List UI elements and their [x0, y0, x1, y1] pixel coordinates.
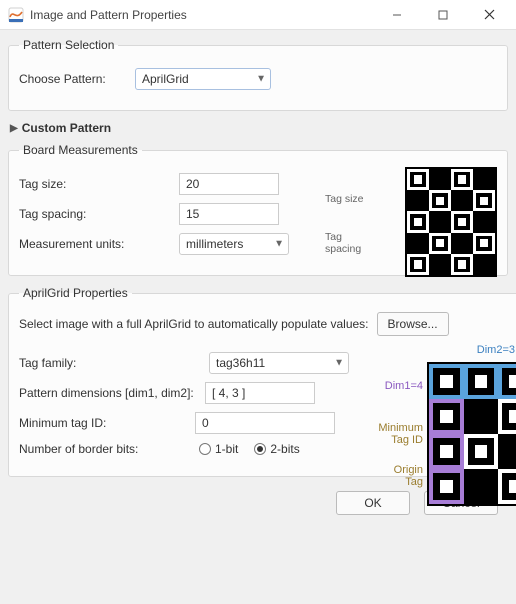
- browse-button[interactable]: Browse...: [377, 312, 449, 336]
- pattern-dims-label: Pattern dimensions [dim1, dim2]:: [19, 386, 199, 400]
- border-bits-1bit-label: 1-bit: [215, 442, 238, 456]
- chevron-down-icon: ▼: [274, 239, 284, 250]
- border-bits-label: Number of border bits:: [19, 442, 199, 456]
- tag-family-select[interactable]: tag36h11 ▼: [209, 352, 349, 374]
- board-measurements-legend: Board Measurements: [19, 143, 142, 157]
- annot-tag-size: Tag size: [325, 193, 364, 205]
- min-tag-id-value: 0: [202, 416, 209, 430]
- dim1-label: Dim1=4: [385, 380, 423, 392]
- window-title: Image and Pattern Properties: [30, 8, 374, 22]
- tag-family-label: Tag family:: [19, 356, 199, 370]
- measurement-units-label: Measurement units:: [19, 237, 179, 251]
- border-bits-2bits-label: 2-bits: [270, 442, 299, 456]
- browse-label: Browse...: [388, 317, 438, 331]
- choose-pattern-select[interactable]: AprilGrid ▼: [135, 68, 271, 90]
- chevron-down-icon: ▼: [256, 74, 266, 85]
- title-bar: Image and Pattern Properties: [0, 0, 516, 30]
- maximize-icon: [438, 10, 448, 20]
- ok-label: OK: [364, 496, 381, 510]
- measurement-units-select[interactable]: millimeters ▼: [179, 233, 289, 255]
- app-icon: [8, 7, 24, 23]
- min-tag-id-input[interactable]: 0: [195, 412, 335, 434]
- ok-button[interactable]: OK: [336, 491, 410, 515]
- radio-selected-icon: [254, 443, 266, 455]
- pattern-selection-panel: Pattern Selection Choose Pattern: AprilG…: [8, 38, 508, 111]
- custom-pattern-header[interactable]: ▶ Custom Pattern: [10, 121, 508, 135]
- board-measurements-panel: Board Measurements Tag size: 20 Tag spac…: [8, 143, 508, 276]
- tag-spacing-label: Tag spacing:: [19, 207, 179, 221]
- border-bits-1bit[interactable]: 1-bit: [199, 442, 238, 456]
- annot-tag-spacing: Tag spacing: [325, 231, 369, 255]
- tag-size-value: 20: [186, 177, 199, 191]
- aprilgrid-illustration: Dim2=3 Dim1=4 Minimum Tag ID Origin Tag: [355, 344, 516, 464]
- aprilgrid-properties-legend: AprilGrid Properties: [19, 286, 132, 300]
- minimize-icon: [392, 10, 402, 20]
- tag-spacing-input[interactable]: 15: [179, 203, 279, 225]
- maximize-button[interactable]: [420, 0, 466, 30]
- board-illustration: Tag size Tag spacing: [325, 165, 497, 263]
- aprilgrid-properties-panel: AprilGrid Properties Select image with a…: [8, 286, 516, 477]
- board-preview: [405, 167, 497, 277]
- measurement-units-value: millimeters: [186, 237, 243, 251]
- dim2-label: Dim2=3: [477, 344, 515, 356]
- pattern-dims-input[interactable]: [ 4, 3 ]: [205, 382, 315, 404]
- close-button[interactable]: [466, 0, 512, 30]
- aprilgrid-preview: [427, 362, 516, 506]
- origin-tag-annot: Origin Tag: [383, 464, 423, 488]
- tag-family-value: tag36h11: [216, 356, 265, 370]
- choose-pattern-value: AprilGrid: [142, 72, 189, 86]
- custom-pattern-label: Custom Pattern: [22, 121, 111, 135]
- tag-size-label: Tag size:: [19, 177, 179, 191]
- tag-spacing-value: 15: [186, 207, 199, 221]
- pattern-dims-value: [ 4, 3 ]: [212, 386, 245, 400]
- choose-pattern-label: Choose Pattern:: [19, 72, 135, 86]
- aprilgrid-instruction: Select image with a full AprilGrid to au…: [19, 317, 369, 331]
- pattern-selection-legend: Pattern Selection: [19, 38, 118, 52]
- triangle-right-icon: ▶: [10, 123, 18, 134]
- min-tag-annot: Minimum Tag ID: [371, 422, 423, 446]
- minimize-button[interactable]: [374, 0, 420, 30]
- tag-size-input[interactable]: 20: [179, 173, 279, 195]
- radio-empty-icon: [199, 443, 211, 455]
- border-bits-2bits[interactable]: 2-bits: [254, 442, 299, 456]
- close-icon: [484, 9, 495, 20]
- min-tag-id-label: Minimum tag ID:: [19, 416, 199, 430]
- chevron-down-icon: ▼: [334, 358, 344, 369]
